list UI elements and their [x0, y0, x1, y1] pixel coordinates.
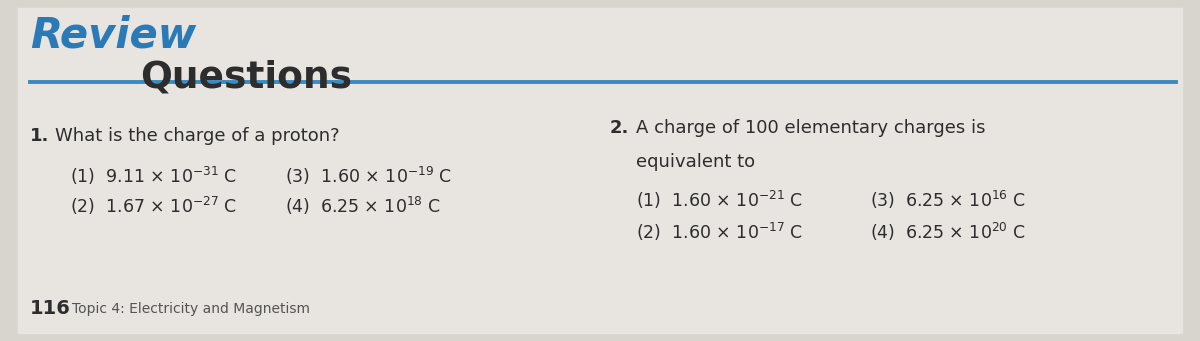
Text: (4)  6.25 $\times$ 10$^{18}$ C: (4) 6.25 $\times$ 10$^{18}$ C: [286, 195, 440, 217]
Text: Questions: Questions: [140, 59, 352, 95]
Text: (2)  1.67 $\times$ 10$^{-27}$ C: (2) 1.67 $\times$ 10$^{-27}$ C: [70, 195, 238, 217]
Text: (2)  1.60 $\times$ 10$^{-17}$ C: (2) 1.60 $\times$ 10$^{-17}$ C: [636, 221, 803, 243]
Text: (4)  6.25 $\times$ 10$^{20}$ C: (4) 6.25 $\times$ 10$^{20}$ C: [870, 221, 1026, 243]
Text: 1.: 1.: [30, 128, 49, 145]
Text: (1)  1.60 $\times$ 10$^{-21}$ C: (1) 1.60 $\times$ 10$^{-21}$ C: [636, 189, 803, 210]
Text: 2.: 2.: [610, 119, 629, 137]
Text: (1)  9.11 $\times$ 10$^{-31}$ C: (1) 9.11 $\times$ 10$^{-31}$ C: [70, 165, 238, 187]
Text: A charge of 100 elementary charges is: A charge of 100 elementary charges is: [636, 119, 985, 137]
Text: What is the charge of a proton?: What is the charge of a proton?: [55, 128, 340, 145]
Text: 116: 116: [30, 299, 71, 318]
Text: Topic 4: Electricity and Magnetism: Topic 4: Electricity and Magnetism: [72, 301, 310, 316]
Text: equivalent to: equivalent to: [636, 153, 755, 171]
Text: (3)  6.25 $\times$ 10$^{16}$ C: (3) 6.25 $\times$ 10$^{16}$ C: [870, 189, 1026, 210]
Text: Review: Review: [30, 14, 197, 56]
Text: (3)  1.60 $\times$ 10$^{-19}$ C: (3) 1.60 $\times$ 10$^{-19}$ C: [286, 165, 452, 187]
